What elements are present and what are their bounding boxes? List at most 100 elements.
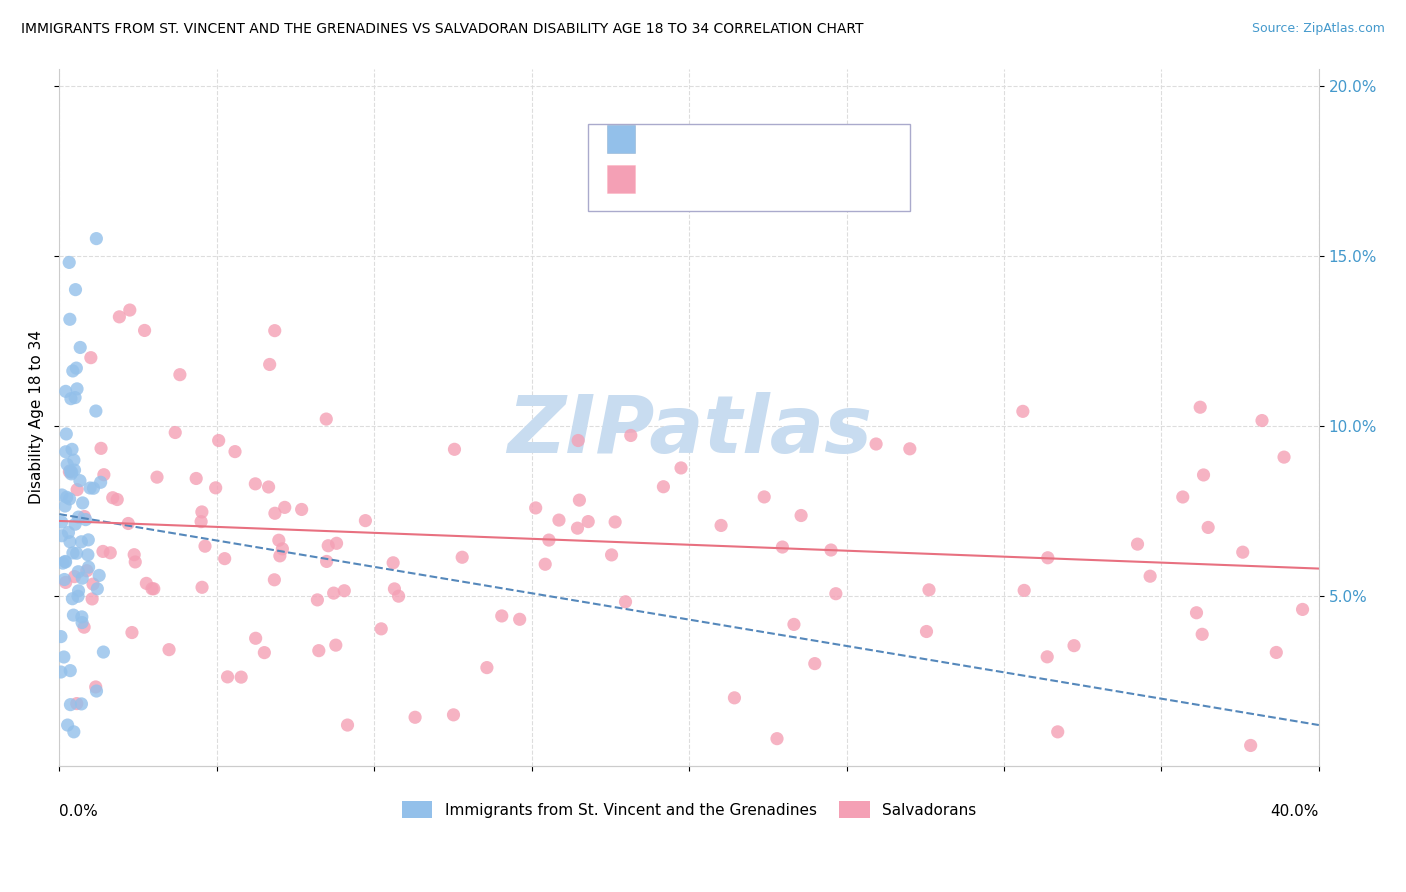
Point bbox=[1011, 404, 1033, 418]
Point bbox=[66, 382, 89, 396]
Text: R =: R = bbox=[648, 172, 681, 187]
Point bbox=[567, 434, 589, 448]
Point bbox=[51, 529, 73, 543]
Point bbox=[1192, 467, 1215, 482]
Point bbox=[204, 481, 226, 495]
Point bbox=[65, 283, 87, 297]
Point bbox=[62, 546, 84, 560]
Point bbox=[169, 368, 191, 382]
Point bbox=[70, 615, 93, 630]
Text: Source: ZipAtlas.com: Source: ZipAtlas.com bbox=[1251, 22, 1385, 36]
Text: 40.0%: 40.0% bbox=[1271, 805, 1319, 819]
Point bbox=[1012, 583, 1035, 598]
Legend: Immigrants from St. Vincent and the Grenadines, Salvadorans: Immigrants from St. Vincent and the Gren… bbox=[395, 795, 983, 824]
Point bbox=[915, 624, 938, 639]
Point bbox=[269, 549, 291, 563]
Point bbox=[49, 630, 72, 644]
Point bbox=[80, 351, 103, 365]
Point bbox=[122, 548, 145, 562]
Point bbox=[1189, 401, 1212, 415]
Point bbox=[90, 442, 112, 456]
Point bbox=[259, 358, 281, 372]
Point bbox=[142, 582, 165, 596]
Point bbox=[67, 565, 90, 579]
Point bbox=[548, 513, 571, 527]
Point bbox=[49, 665, 72, 679]
Point bbox=[336, 718, 359, 732]
Point bbox=[55, 575, 77, 590]
Point bbox=[191, 580, 214, 594]
Point bbox=[620, 428, 643, 442]
Point bbox=[105, 492, 128, 507]
Point bbox=[66, 483, 89, 497]
Point bbox=[55, 490, 77, 504]
Point bbox=[1185, 606, 1208, 620]
Point bbox=[191, 505, 214, 519]
Point bbox=[754, 490, 776, 504]
Point bbox=[86, 231, 108, 245]
Point bbox=[77, 548, 100, 562]
Point bbox=[58, 491, 80, 506]
Text: -0.091: -0.091 bbox=[697, 172, 752, 187]
Point bbox=[67, 589, 90, 603]
Point bbox=[135, 576, 157, 591]
Point bbox=[53, 554, 76, 568]
Point bbox=[63, 517, 86, 532]
Point bbox=[214, 551, 236, 566]
Point bbox=[186, 471, 208, 485]
Point bbox=[271, 541, 294, 556]
Point bbox=[76, 564, 98, 578]
Point bbox=[820, 543, 842, 558]
Point bbox=[108, 310, 131, 324]
Point bbox=[790, 508, 813, 523]
Point bbox=[63, 453, 86, 467]
Y-axis label: Disability Age 18 to 34: Disability Age 18 to 34 bbox=[30, 330, 44, 504]
Point bbox=[93, 645, 115, 659]
Point bbox=[165, 425, 187, 440]
Point bbox=[65, 361, 87, 376]
Point bbox=[146, 470, 169, 484]
Point bbox=[69, 474, 91, 488]
Point bbox=[537, 533, 560, 547]
Point bbox=[56, 458, 79, 472]
Point bbox=[307, 593, 329, 607]
Point bbox=[1063, 639, 1085, 653]
Point bbox=[253, 646, 276, 660]
Point bbox=[75, 513, 97, 527]
Point bbox=[59, 664, 82, 678]
Point bbox=[534, 558, 557, 572]
Point bbox=[58, 525, 80, 540]
Point bbox=[52, 556, 75, 570]
Point bbox=[91, 544, 114, 558]
Point bbox=[55, 427, 77, 442]
Point bbox=[263, 573, 285, 587]
Point bbox=[52, 650, 75, 665]
Point bbox=[82, 481, 104, 495]
Point bbox=[63, 463, 86, 477]
Point bbox=[51, 515, 73, 529]
Point bbox=[70, 697, 93, 711]
Point bbox=[82, 591, 104, 606]
Point bbox=[524, 500, 547, 515]
Point bbox=[1232, 545, 1254, 559]
Point bbox=[568, 493, 591, 508]
Point bbox=[652, 480, 675, 494]
Point bbox=[600, 548, 623, 562]
Point bbox=[1265, 645, 1288, 659]
Point bbox=[263, 324, 285, 338]
Point bbox=[117, 516, 139, 531]
Point bbox=[66, 546, 89, 560]
Point bbox=[918, 582, 941, 597]
Text: ZIPatlas: ZIPatlas bbox=[506, 392, 872, 470]
Point bbox=[710, 518, 733, 533]
Point bbox=[1171, 490, 1194, 504]
Point bbox=[475, 660, 498, 674]
Point bbox=[605, 515, 627, 529]
Point bbox=[1191, 627, 1213, 641]
Text: R =: R = bbox=[648, 133, 681, 148]
Point bbox=[77, 533, 100, 547]
Point bbox=[245, 632, 267, 646]
Point bbox=[509, 612, 531, 626]
Point bbox=[56, 718, 79, 732]
Point bbox=[190, 515, 212, 529]
